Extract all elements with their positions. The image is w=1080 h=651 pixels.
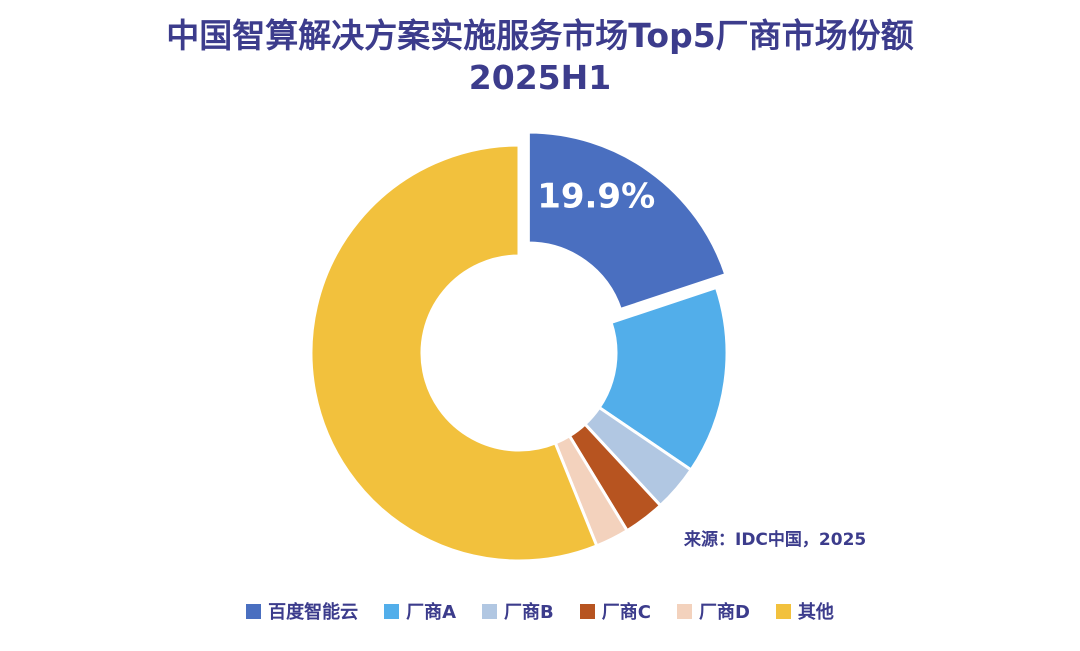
legend-item: 厂商B xyxy=(482,598,554,624)
legend-label: 厂商A xyxy=(406,602,457,623)
legend-label: 百度智能云 xyxy=(268,602,359,623)
legend-swatch xyxy=(246,603,262,619)
legend-label: 厂商B xyxy=(504,602,554,623)
legend-item: 厂商A xyxy=(384,598,456,624)
legend-swatch xyxy=(384,603,400,619)
legend-swatch xyxy=(775,603,791,619)
legend-swatch xyxy=(579,603,595,619)
pie-slice xyxy=(597,285,729,472)
legend-item: 厂商C xyxy=(579,598,651,624)
pie-slice xyxy=(309,143,599,563)
legend-label: 厂商C xyxy=(601,602,651,623)
legend-swatch xyxy=(482,603,498,619)
legend-label: 其他 xyxy=(797,602,834,623)
pie-slice xyxy=(526,130,728,312)
chart-subtitle: 2025H1 xyxy=(468,58,612,97)
chart-title: 中国智算解决方案实施服务市场Top5厂商市场份额 xyxy=(166,16,914,55)
legend-label: 厂商D xyxy=(698,602,750,623)
legend-item: 其他 xyxy=(775,598,834,624)
legend-item: 厂商D xyxy=(676,598,750,624)
legend-item: 百度智能云 xyxy=(246,598,358,624)
data-label: 19.9% xyxy=(537,176,655,216)
legend: 百度智能云 厂商A 厂商B 厂商C 厂商D 其他 xyxy=(0,598,1080,624)
legend-swatch xyxy=(676,603,692,619)
source-note: 来源：IDC中国，2025 xyxy=(684,530,867,550)
